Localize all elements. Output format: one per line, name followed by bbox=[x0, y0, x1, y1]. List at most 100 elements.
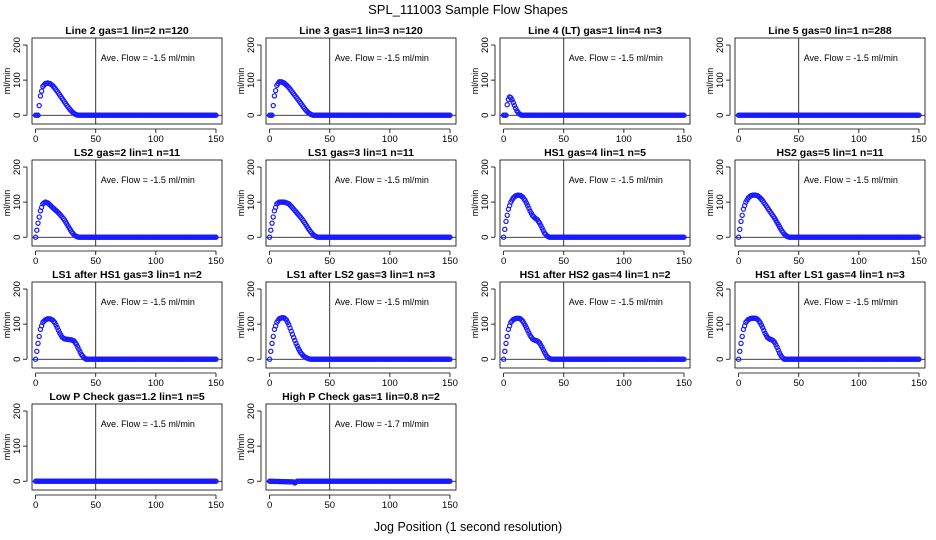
y-tick-label: 0 bbox=[246, 357, 257, 362]
annotation: Ave. Flow = -1.5 ml/min bbox=[569, 297, 663, 307]
x-tick-label: 150 bbox=[911, 256, 927, 267]
x-tick-label: 100 bbox=[148, 256, 164, 267]
y-tick-label: 200 bbox=[12, 403, 23, 419]
data-point bbox=[34, 227, 40, 233]
x-tick-label: 150 bbox=[208, 378, 224, 389]
panel-title: Line 4 (LT) gas=1 lin=4 n=3 bbox=[528, 25, 662, 37]
data-point bbox=[735, 234, 742, 240]
data-point bbox=[681, 356, 687, 362]
plot-frame bbox=[265, 37, 457, 125]
data-point bbox=[36, 333, 42, 340]
data-point bbox=[503, 112, 509, 118]
data-point bbox=[916, 234, 922, 240]
data-point bbox=[293, 340, 299, 347]
data-point bbox=[447, 356, 453, 362]
panel: Line 4 (LT) gas=1 lin=4 n=3 0 50 100 150 0 100… bbox=[470, 25, 692, 145]
y-tick-label: 200 bbox=[715, 159, 726, 175]
panel-title: HS2 gas=5 lin=1 n=11 bbox=[776, 147, 883, 159]
y-axis-label: ml/min bbox=[470, 312, 480, 339]
panel: Low P Check gas=1.2 lin=1 n=5 0 50 100 150 0 1… bbox=[2, 391, 224, 511]
y-tick-label: 200 bbox=[480, 281, 491, 297]
y-tick-label: 100 bbox=[12, 438, 23, 454]
y-axis-label: ml/min bbox=[705, 190, 715, 217]
x-tick-label: 0 bbox=[501, 134, 506, 145]
annotation: Ave. Flow = -1.5 ml/min bbox=[101, 175, 195, 185]
annotation: Ave. Flow = -1.5 ml/min bbox=[804, 297, 898, 307]
plot-frame bbox=[734, 37, 926, 125]
data-point bbox=[270, 102, 276, 109]
data-point bbox=[36, 214, 42, 220]
y-axis-label: ml/min bbox=[470, 190, 480, 217]
data-point bbox=[739, 333, 745, 340]
data-point bbox=[54, 324, 60, 331]
y-axis-label: ml/min bbox=[705, 68, 715, 95]
x-tick-label: 50 bbox=[558, 134, 569, 145]
y-tick-label: 0 bbox=[12, 479, 23, 484]
data-point bbox=[504, 212, 510, 218]
data-point bbox=[270, 214, 276, 220]
plot-frame bbox=[265, 403, 457, 491]
data-point bbox=[269, 112, 275, 118]
data-point bbox=[290, 334, 297, 341]
x-tick-label: 0 bbox=[736, 378, 741, 389]
x-tick-label: 0 bbox=[736, 134, 741, 145]
x-tick-label: 0 bbox=[267, 500, 272, 511]
panel: LS1 after HS1 gas=3 lin=1 n=2 0 50 100 150 0 1… bbox=[2, 269, 224, 389]
data-point bbox=[510, 99, 516, 106]
y-tick-label: 100 bbox=[715, 316, 726, 332]
data-point bbox=[735, 356, 742, 362]
x-tick-label: 150 bbox=[442, 500, 458, 511]
y-tick-label: 0 bbox=[480, 357, 491, 362]
x-tick-label: 50 bbox=[90, 500, 101, 511]
data-point bbox=[269, 220, 275, 226]
y-axis-label: ml/min bbox=[2, 312, 12, 339]
data-point bbox=[504, 101, 510, 108]
x-tick-label: 150 bbox=[208, 256, 224, 267]
data-point bbox=[272, 87, 279, 94]
data-point bbox=[770, 338, 777, 344]
data-point bbox=[737, 226, 743, 233]
x-tick-label: 150 bbox=[442, 378, 458, 389]
y-tick-label: 100 bbox=[715, 194, 726, 210]
y-tick-label: 200 bbox=[246, 159, 257, 175]
y-tick-label: 0 bbox=[715, 235, 726, 240]
panel-title: LS1 after HS1 gas=3 lin=1 n=2 bbox=[52, 269, 202, 281]
y-axis-label: ml/min bbox=[470, 68, 480, 95]
panel-title: LS1 after LS2 gas=3 lin=1 n=3 bbox=[287, 269, 436, 281]
data-point bbox=[775, 347, 781, 353]
plot-frame bbox=[265, 159, 457, 247]
data-point bbox=[509, 97, 515, 103]
x-tick-label: 0 bbox=[501, 256, 506, 267]
y-tick-label: 0 bbox=[12, 357, 23, 362]
x-tick-label: 0 bbox=[33, 256, 38, 267]
y-tick-label: 0 bbox=[715, 357, 726, 362]
data-point bbox=[518, 317, 525, 323]
annotation: Ave. Flow = -1.5 ml/min bbox=[804, 175, 898, 185]
panel-title: HS1 after HS2 gas=4 lin=1 n=2 bbox=[520, 269, 671, 281]
y-tick-label: 100 bbox=[246, 316, 257, 332]
y-tick-label: 200 bbox=[12, 37, 23, 53]
y-tick-label: 200 bbox=[246, 403, 257, 419]
panels-grid: Line 2 gas=1 lin=2 n=120 0 50 100 150 0 100 200… bbox=[2, 25, 927, 511]
panel: Line 2 gas=1 lin=2 n=120 0 50 100 150 0 100 200… bbox=[2, 25, 224, 145]
data-point bbox=[213, 356, 219, 362]
y-tick-label: 200 bbox=[12, 281, 23, 297]
x-tick-label: 50 bbox=[324, 134, 335, 145]
panel: Line 3 gas=1 lin=3 n=120 0 50 100 150 0 100 200… bbox=[236, 25, 458, 145]
y-tick-label: 100 bbox=[480, 316, 491, 332]
x-tick-label: 100 bbox=[851, 378, 867, 389]
data-point bbox=[681, 112, 687, 118]
x-tick-label: 100 bbox=[148, 378, 164, 389]
x-tick-label: 100 bbox=[382, 378, 398, 389]
panel-title: Line 5 gas=0 lin=1 n=288 bbox=[768, 25, 892, 37]
data-point bbox=[504, 333, 510, 340]
x-tick-label: 100 bbox=[382, 500, 398, 511]
x-tick-label: 100 bbox=[382, 134, 398, 145]
y-tick-label: 100 bbox=[246, 194, 257, 210]
data-point bbox=[738, 340, 744, 347]
figure-title: SPL_111003 Sample Flow Shapes bbox=[368, 2, 568, 17]
plot-frame bbox=[31, 403, 223, 491]
y-axis-label: ml/min bbox=[236, 434, 246, 461]
x-tick-label: 150 bbox=[442, 256, 458, 267]
